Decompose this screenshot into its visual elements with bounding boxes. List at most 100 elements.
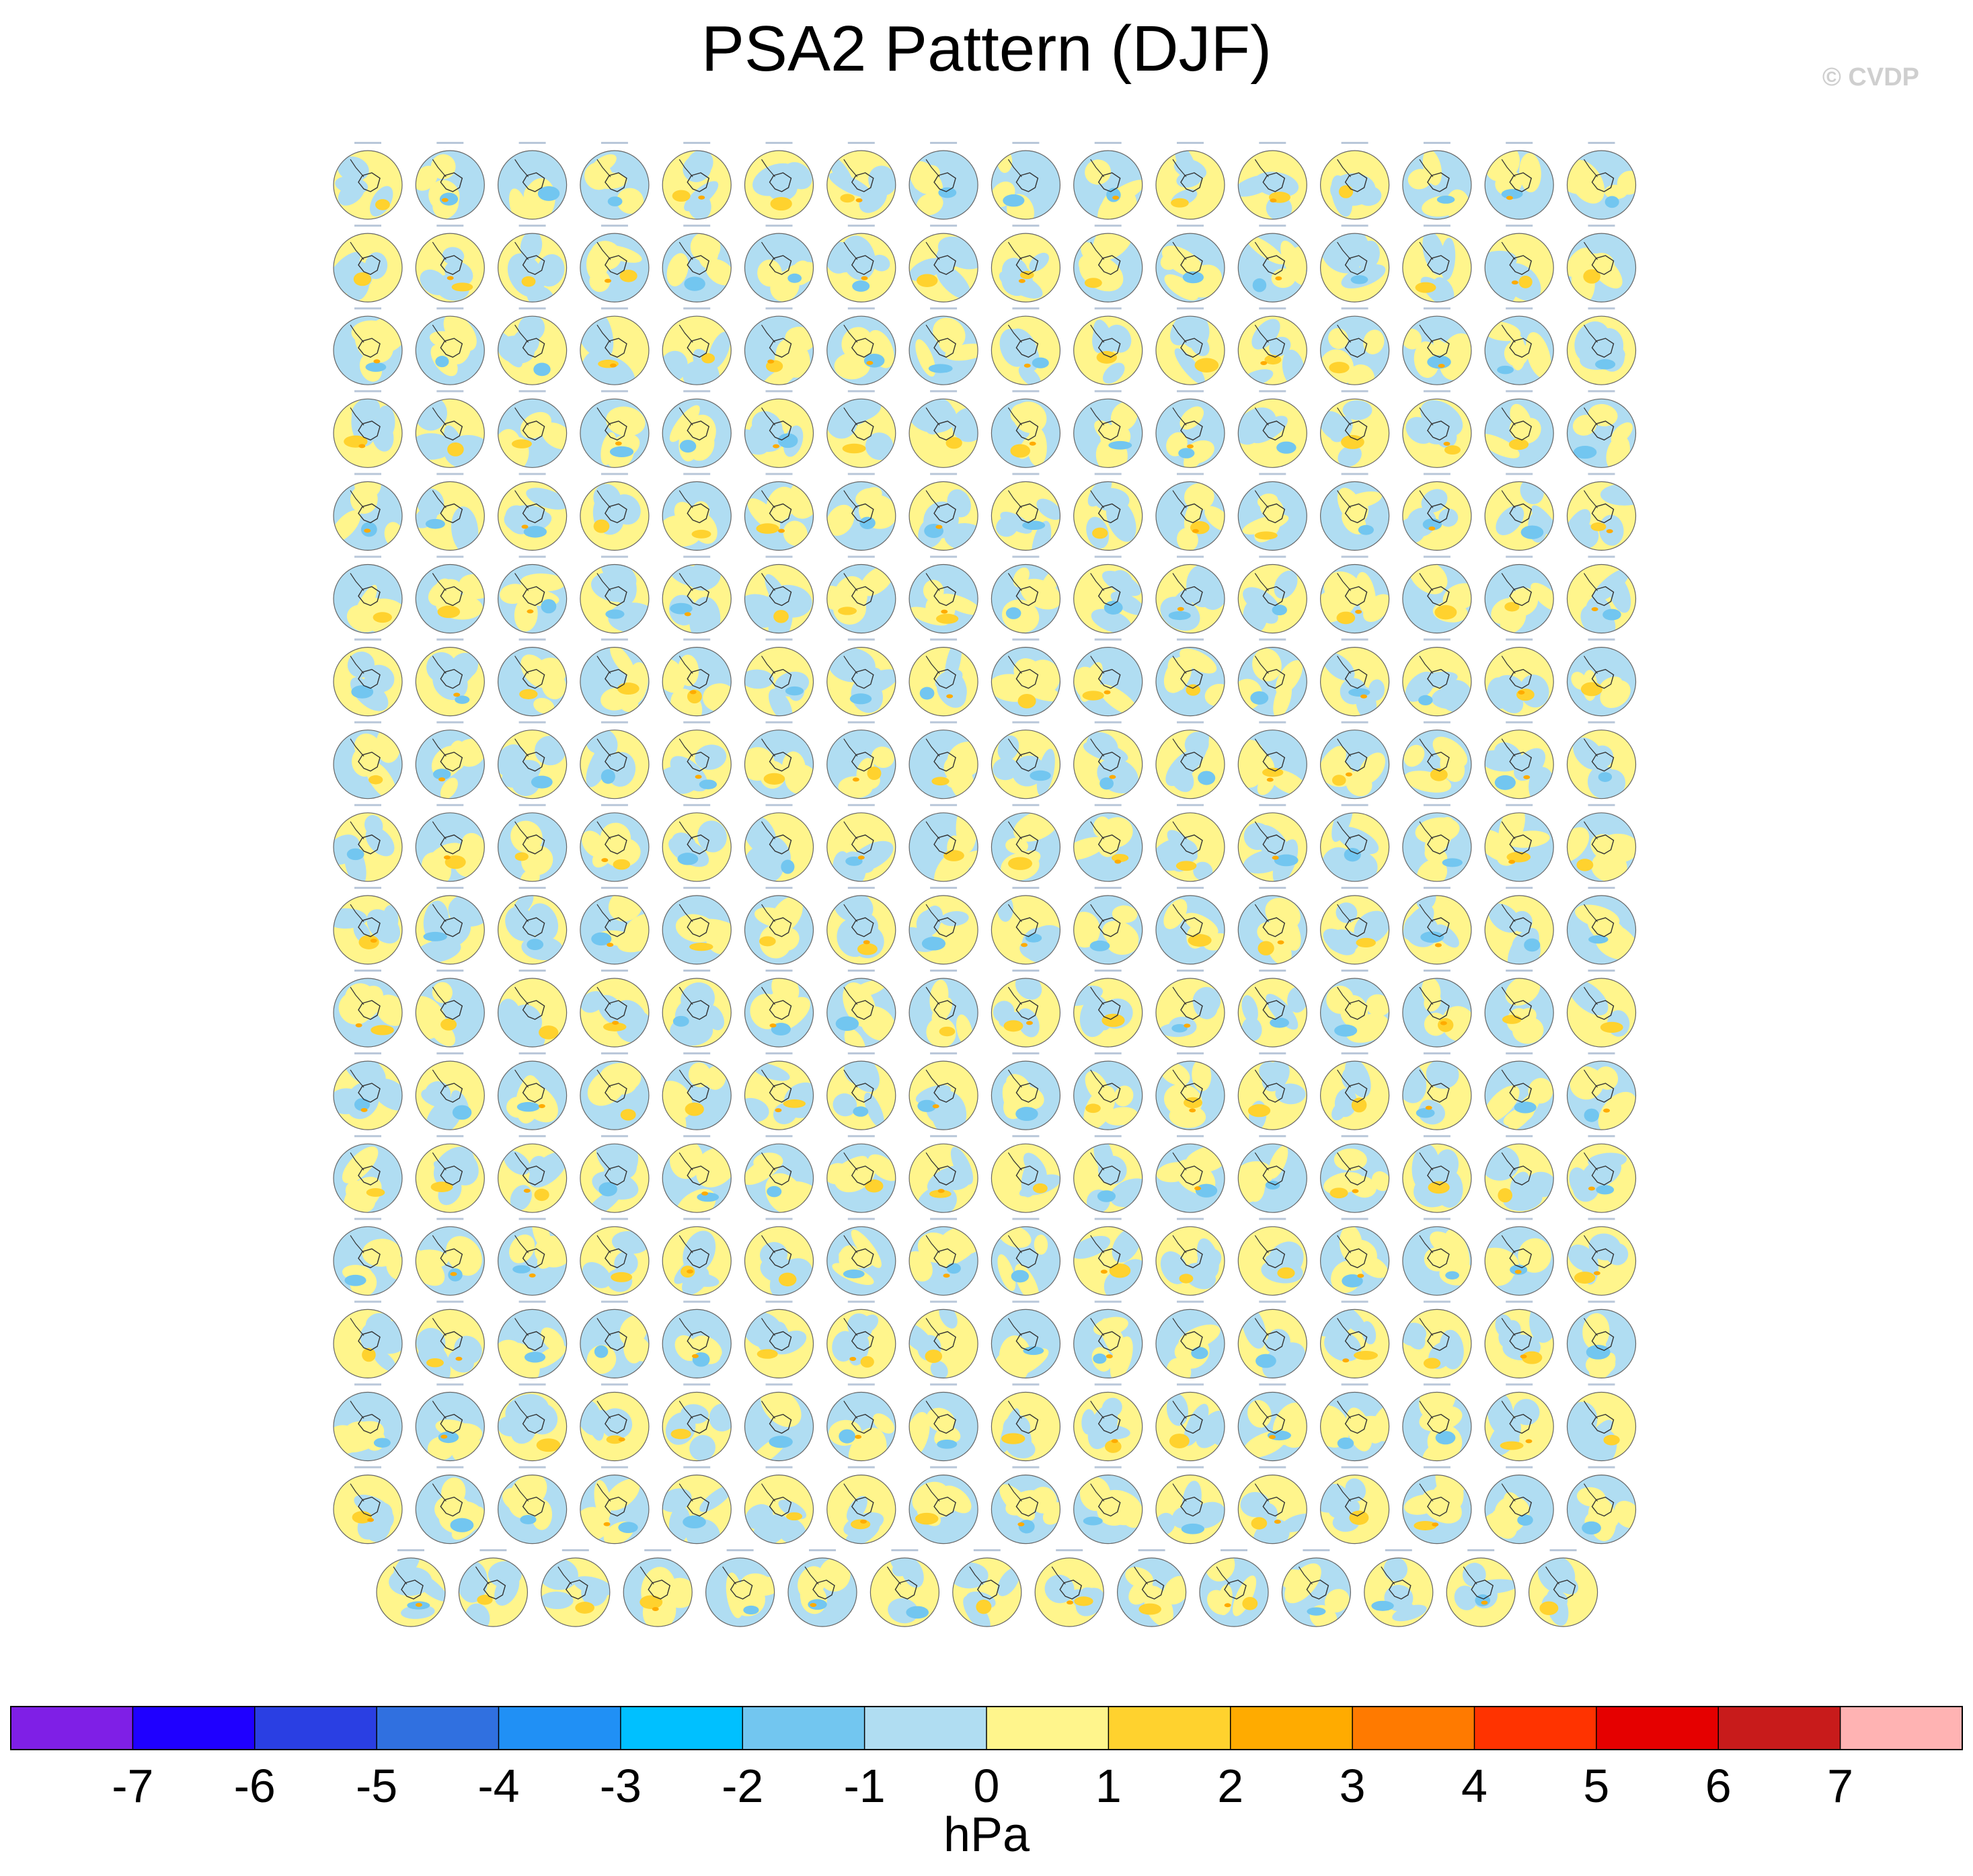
antarctica-coastline [1180, 751, 1203, 772]
panel-border [1319, 730, 1390, 799]
antarctica-coastline [1262, 586, 1286, 607]
anomaly-region [783, 520, 808, 546]
panel-border [1484, 233, 1554, 303]
panel-caption [1177, 804, 1204, 806]
panel-map [580, 804, 650, 882]
anomaly-region [931, 1091, 967, 1130]
panel-caption [601, 1218, 628, 1220]
south-america-coastline [596, 407, 611, 426]
panel-map [1319, 555, 1390, 634]
panel-border [662, 398, 732, 468]
anomaly-peak [691, 1354, 699, 1358]
panel-map [541, 1549, 611, 1627]
panel-map [1319, 142, 1390, 220]
panel-caption [436, 142, 464, 144]
anomaly-region [697, 1148, 727, 1171]
south-america-coastline [1007, 324, 1022, 343]
south-america-coastline [1337, 490, 1352, 508]
anomaly-core [591, 932, 612, 946]
south-america-coastline [925, 573, 940, 591]
panel-border [333, 1391, 403, 1462]
panel-map [333, 1300, 403, 1379]
panel-map [662, 142, 732, 220]
panel-map [1319, 970, 1390, 1048]
panel-background [662, 151, 732, 219]
panel-caption [354, 638, 381, 641]
panel-map [1484, 1135, 1554, 1213]
anomaly-region [909, 161, 939, 194]
south-america-coastline [432, 656, 447, 674]
antarctica-coastline [1015, 338, 1039, 358]
panel-border [1566, 481, 1637, 551]
panel-caption [847, 638, 875, 641]
panel-border [826, 233, 896, 303]
antarctica-coastline [933, 503, 956, 524]
panel-map [1319, 804, 1390, 882]
antarctica-coastline [1015, 1248, 1039, 1269]
panel-border [744, 812, 814, 882]
panel-border [991, 315, 1061, 385]
south-america-coastline [1090, 1235, 1105, 1253]
panel-caption [847, 1135, 875, 1138]
anomaly-region [1252, 648, 1282, 682]
antarctica-coastline [1427, 172, 1450, 192]
panel-border [1402, 315, 1472, 385]
panel-caption [1177, 1300, 1204, 1303]
panel-caption [1423, 970, 1450, 972]
anomaly-region [586, 1401, 605, 1441]
panel-border [1319, 895, 1390, 965]
panel-caption [601, 1466, 628, 1469]
south-america-coastline [1090, 490, 1105, 508]
antarctica-coastline [1509, 503, 1533, 524]
antarctica-coastline [1097, 586, 1121, 607]
panel-caption [1012, 1383, 1040, 1386]
panel-map [991, 555, 1061, 634]
south-america-coastline [925, 1235, 940, 1253]
panel-border [826, 315, 896, 385]
anomaly-core [1254, 531, 1278, 540]
south-america-coastline [1090, 241, 1105, 260]
panel-map [744, 473, 814, 551]
panel-border [1116, 1557, 1187, 1627]
anomaly-region [1438, 508, 1459, 527]
panel-caption [1588, 307, 1615, 310]
anomaly-region [401, 1604, 435, 1619]
panel-border [908, 1308, 978, 1379]
anomaly-core [1138, 1603, 1161, 1615]
anomaly-region [1240, 1491, 1270, 1518]
anomaly-region [580, 990, 605, 1013]
anomaly-core [1423, 1358, 1441, 1369]
south-america-coastline [886, 1566, 901, 1585]
anomaly-core [763, 773, 785, 785]
anomaly-region [1347, 364, 1375, 385]
antarctica-coastline [358, 668, 381, 689]
anomaly-core [685, 1102, 704, 1116]
panel-border [991, 481, 1061, 551]
anomaly-region [1331, 812, 1354, 843]
anomaly-region [761, 1392, 802, 1428]
panel-border [497, 315, 568, 385]
panel-border [1237, 1308, 1307, 1379]
south-america-coastline [925, 407, 940, 426]
antarctica-coastline [687, 172, 710, 192]
panel-border [826, 481, 896, 551]
anomaly-region [940, 911, 969, 927]
anomaly-core [452, 1105, 472, 1120]
antarctica-coastline [522, 586, 545, 607]
south-america-coastline [432, 1483, 447, 1501]
antarctica-coastline [1591, 420, 1615, 441]
anomaly-region [1357, 240, 1380, 270]
anomaly-region [1233, 1575, 1257, 1616]
panel-border [1237, 730, 1307, 799]
anomaly-region [1462, 1563, 1486, 1588]
panel-border [991, 398, 1061, 468]
panel-caption [1012, 886, 1040, 889]
south-america-coastline [514, 1069, 529, 1088]
panel-map [1073, 1135, 1143, 1213]
panel-caption [1094, 638, 1122, 641]
anomaly-core [757, 1349, 778, 1359]
anomaly-region [1496, 506, 1524, 535]
south-america-coastline [722, 1566, 737, 1585]
panel-map [497, 307, 568, 385]
anomaly-core [1171, 198, 1189, 208]
